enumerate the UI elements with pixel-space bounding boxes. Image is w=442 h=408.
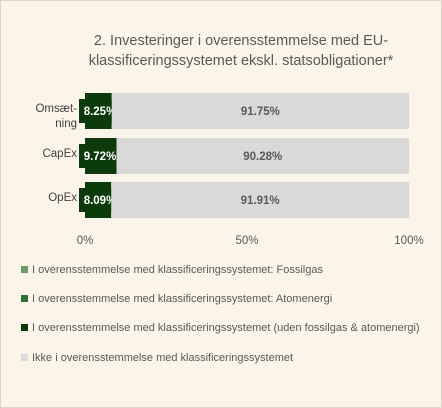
data-label: 8.25% bbox=[84, 106, 117, 118]
legend-swatch bbox=[21, 266, 28, 273]
bar-segment bbox=[111, 93, 409, 129]
bar-segment bbox=[111, 182, 409, 218]
x-tick-label: 100% bbox=[394, 235, 424, 247]
legend-swatch bbox=[21, 354, 28, 361]
data-label-box bbox=[79, 144, 121, 168]
data-label: 90.28% bbox=[243, 151, 282, 163]
legend-swatch bbox=[21, 295, 28, 302]
legend-item: Ikke i overensstemmelse med klassificeri… bbox=[21, 351, 431, 365]
legend-label: I overensstemmelse med klassificeringssy… bbox=[32, 264, 323, 276]
legend-item: I overensstemmelse med klassificeringssy… bbox=[21, 321, 431, 335]
x-tick-label: 50% bbox=[235, 235, 259, 247]
legend-item: I overensstemmelse med klassificeringssy… bbox=[21, 292, 431, 306]
data-label: 91.75% bbox=[241, 106, 280, 118]
y-tick-label: CapEx bbox=[42, 148, 77, 160]
legend-label: I overensstemmelse med klassificeringssy… bbox=[32, 322, 420, 334]
data-label: 91.91% bbox=[241, 195, 280, 207]
y-tick-label: Omsæt-ning bbox=[35, 103, 77, 130]
data-label: 9.72% bbox=[84, 151, 117, 163]
legend-label: Ikke i overensstemmelse med klassificeri… bbox=[32, 352, 294, 364]
chart-title: 2. Investeringer i overensstemmelse med … bbox=[88, 33, 394, 69]
bar-segment bbox=[116, 138, 409, 174]
legend-label: I overensstemmelse med klassificeringssy… bbox=[32, 293, 333, 305]
data-label: 8.09% bbox=[84, 195, 117, 207]
legend-swatch bbox=[21, 324, 28, 331]
x-tick-label: 0% bbox=[76, 235, 94, 247]
y-tick-label: OpEx bbox=[48, 192, 77, 204]
legend-item: I overensstemmelse med klassificeringssy… bbox=[21, 263, 431, 277]
